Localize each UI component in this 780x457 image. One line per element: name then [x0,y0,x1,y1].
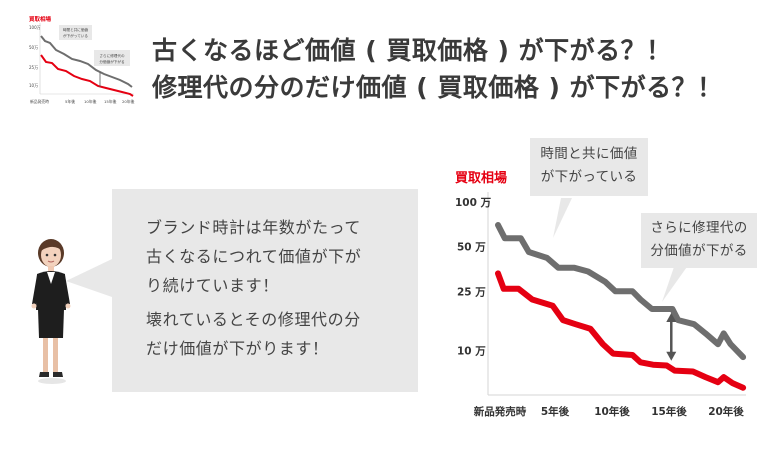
thumb-xtick: 5年後 [65,99,75,104]
thumb-ytick: 25万 [29,65,38,70]
callout-text: さらに修理代の [650,220,748,236]
y-tick-label: 25 万 [457,286,486,298]
callout-pointer-repair [662,264,689,302]
bubble-text-line: 壊れているとその修理代の分 [146,310,361,329]
callout-text: 時間と共に価値 [540,146,638,162]
thumb-xtick: 10年後 [84,99,97,104]
y-tick-label: 50 万 [457,242,486,254]
headline-line-2: 修理代の分のだけ価値 ( 買取価格 ) が下がる？！ [152,73,723,102]
x-tick-label: 5年後 [541,405,570,418]
thumb-callout-text: 時間と共に価値 [63,27,89,32]
resale-price-chart: 買取相場 100 万 50 万 25 万 10 万 新品発売時 5年後 10年後… [455,170,747,418]
thumb-ylabel: 買取相場 [29,15,52,23]
chart-x-ticks: 新品発売時 5年後 10年後 15年後 20年後 [474,405,745,418]
thumb-ytick: 10万 [29,83,38,88]
thumb-callout-text: さらに修理代の [99,53,125,58]
thumb-red-series [40,54,134,97]
x-tick-label: 新品発売時 [474,405,527,418]
thumb-callout-text: が下がっている [63,33,88,38]
bubble-text-line: ブランド時計は年数がたって [146,218,362,237]
thumb-callout-text: 分価値が下がる [99,59,125,64]
thumb-callout-time: 時間と共に価値 が下がっている [59,25,92,40]
thumb-y-ticks: 100万 50万 25万 10万 [29,25,41,88]
bubble-text-line: だけ価値が下がります！ [146,339,329,358]
thumb-x-ticks: 新品発売時 5年後 10年後 15年後 20年後 [30,99,135,104]
x-tick-label: 10年後 [594,405,630,418]
red-series-line [495,270,747,391]
x-tick-label: 20年後 [708,405,744,418]
thumb-ytick: 50万 [29,45,38,50]
speech-bubble [66,189,418,392]
chart-y-ticks: 100 万 50 万 25 万 10 万 [455,197,492,357]
callout-text: 分価値が下がる [650,243,748,259]
thumb-gray-series [40,35,133,88]
gray-series-line [495,222,747,361]
thumb-ytick: 100万 [29,25,41,30]
callout-repair-cost-drop: さらに修理代の 分価値が下がる [641,213,757,268]
y-tick-label: 10 万 [457,345,486,357]
thumb-callout-repair: さらに修理代の 分価値が下がる [94,50,130,66]
headline-line-1: 古くなるほど価値 ( 買取価格 ) が下がる？！ [152,36,672,65]
thumb-xtick: 20年後 [122,99,135,104]
thumbnail-chart: 買取相場 100万 50万 25万 10万 時間と共に価値 が下がっている さら… [29,15,135,104]
bubble-text-line: り続けています！ [146,276,279,295]
callout-value-drops-over-time: 時間と共に価値 が下がっている [530,138,648,196]
bubble-text-line: 古くなるにつれて価値が下が [146,247,362,266]
x-tick-label: 15年後 [651,405,687,418]
callout-pointer-time [553,198,572,238]
y-tick-label: 100 万 [455,197,492,209]
price-gap-double-arrow [666,312,677,361]
businesswoman-illustration [31,239,71,384]
chart-ylabel: 買取相場 [455,170,507,186]
thumb-xtick: 15年後 [104,99,117,104]
thumb-xtick: 新品発売時 [30,99,49,104]
callout-text: が下がっている [540,169,638,185]
